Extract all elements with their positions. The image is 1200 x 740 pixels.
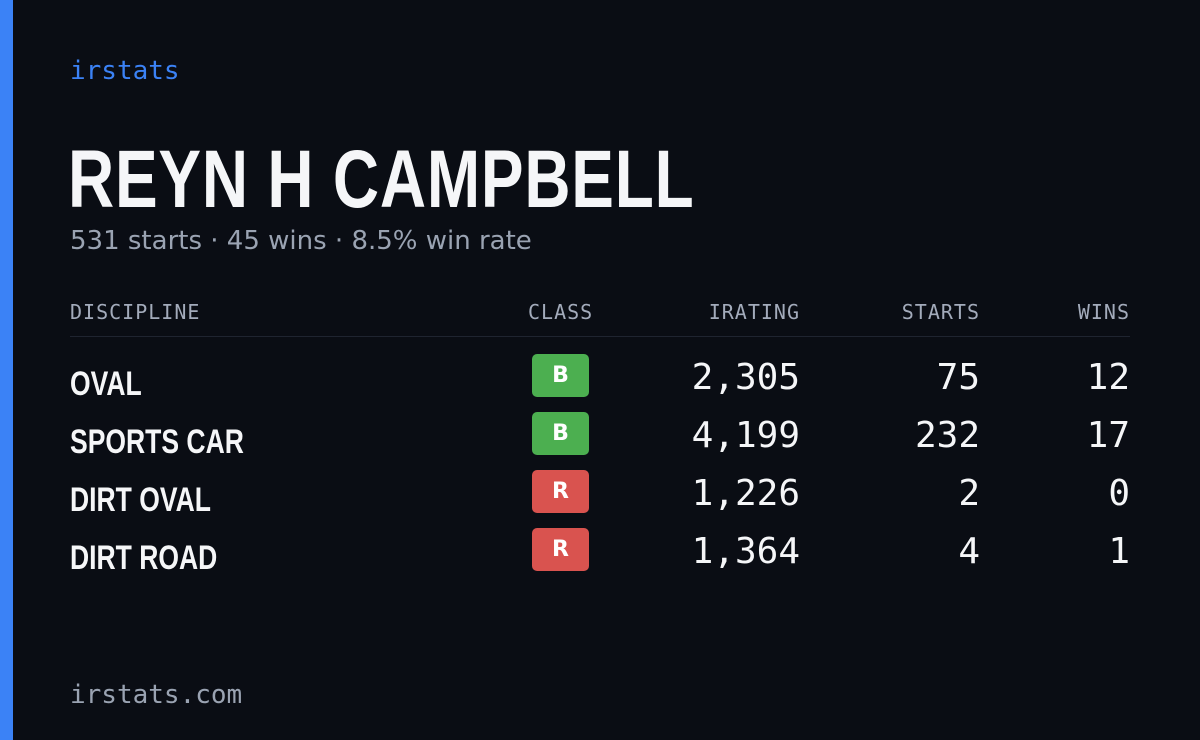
column-header-irating: IRATING bbox=[708, 300, 800, 324]
column-header-discipline: DISCIPLINE bbox=[70, 300, 201, 324]
table-row: DIRT OVAL R 1,226 2 0 bbox=[0, 468, 1200, 526]
discipline-name: OVAL bbox=[70, 365, 142, 403]
class-badge: B bbox=[532, 354, 589, 397]
starts-value: 75 bbox=[936, 357, 980, 398]
wins-value: 17 bbox=[1086, 415, 1130, 456]
discipline-name: DIRT OVAL bbox=[70, 481, 211, 519]
brand-logo-text: irstats bbox=[70, 56, 180, 86]
player-summary: 531 starts · 45 wins · 8.5% win rate bbox=[70, 226, 532, 256]
discipline-name: SPORTS CAR bbox=[70, 423, 244, 461]
wins-value: 12 bbox=[1086, 357, 1130, 398]
class-badge: R bbox=[532, 528, 589, 571]
irating-value: 1,364 bbox=[691, 531, 800, 572]
starts-value: 2 bbox=[958, 473, 980, 514]
table-row: DIRT ROAD R 1,364 4 1 bbox=[0, 526, 1200, 584]
wins-value: 1 bbox=[1108, 531, 1130, 572]
footer-site-url[interactable]: irstats.com bbox=[70, 680, 243, 710]
header-divider bbox=[70, 336, 1130, 337]
starts-value: 4 bbox=[958, 531, 980, 572]
table-row: OVAL B 2,305 75 12 bbox=[0, 352, 1200, 410]
irating-value: 1,226 bbox=[691, 473, 800, 514]
wins-value: 0 bbox=[1108, 473, 1130, 514]
discipline-name: DIRT ROAD bbox=[70, 539, 218, 577]
column-header-wins: WINS bbox=[1077, 300, 1130, 324]
irating-value: 2,305 bbox=[691, 357, 800, 398]
table-row: SPORTS CAR B 4,199 232 17 bbox=[0, 410, 1200, 468]
starts-value: 232 bbox=[914, 415, 980, 456]
class-badge: R bbox=[532, 470, 589, 513]
class-badge: B bbox=[532, 412, 589, 455]
column-header-class: CLASS bbox=[528, 300, 594, 324]
irating-value: 4,199 bbox=[691, 415, 800, 456]
column-header-starts: STARTS bbox=[901, 300, 980, 324]
table-body: OVAL B 2,305 75 12 SPORTS CAR B 4,199 23… bbox=[0, 352, 1200, 584]
accent-bar bbox=[0, 0, 13, 740]
player-name: REYN H CAMPBELL bbox=[68, 134, 695, 225]
